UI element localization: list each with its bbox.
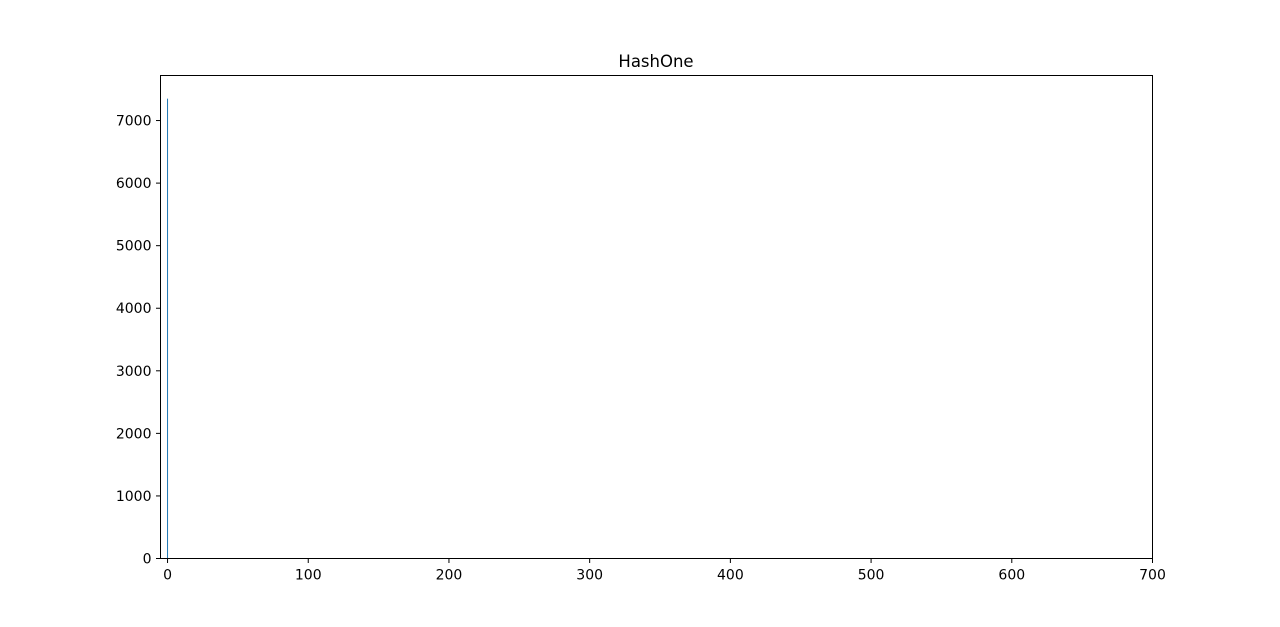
y-tick-label: 2000 xyxy=(116,426,152,442)
y-tick-label: 5000 xyxy=(116,239,152,255)
x-tick-label: 100 xyxy=(295,568,322,584)
y-tick-label: 1000 xyxy=(116,489,152,505)
x-tick-label: 400 xyxy=(717,568,744,584)
y-tick-label: 6000 xyxy=(116,176,152,192)
y-tick-label: 7000 xyxy=(116,114,152,130)
plot-frame xyxy=(160,75,1153,559)
x-tick-label: 500 xyxy=(858,568,885,584)
bars-layer xyxy=(167,98,169,559)
bar xyxy=(167,98,169,559)
x-tick-label: 700 xyxy=(1139,568,1166,584)
x-tick-label: 0 xyxy=(163,568,172,584)
x-axis: 0 100 200 300 400 500 600 700 xyxy=(163,558,1166,584)
y-tick-label: 3000 xyxy=(116,364,152,380)
x-tick-label: 200 xyxy=(436,568,463,584)
x-tick-label: 600 xyxy=(998,568,1025,584)
y-tick-label: 0 xyxy=(143,552,152,568)
x-tick-label: 300 xyxy=(576,568,603,584)
y-tick-label: 4000 xyxy=(116,301,152,317)
y-axis: 0 1000 2000 3000 4000 5000 6000 7000 xyxy=(116,114,161,568)
chart-title: HashOne xyxy=(618,52,693,71)
